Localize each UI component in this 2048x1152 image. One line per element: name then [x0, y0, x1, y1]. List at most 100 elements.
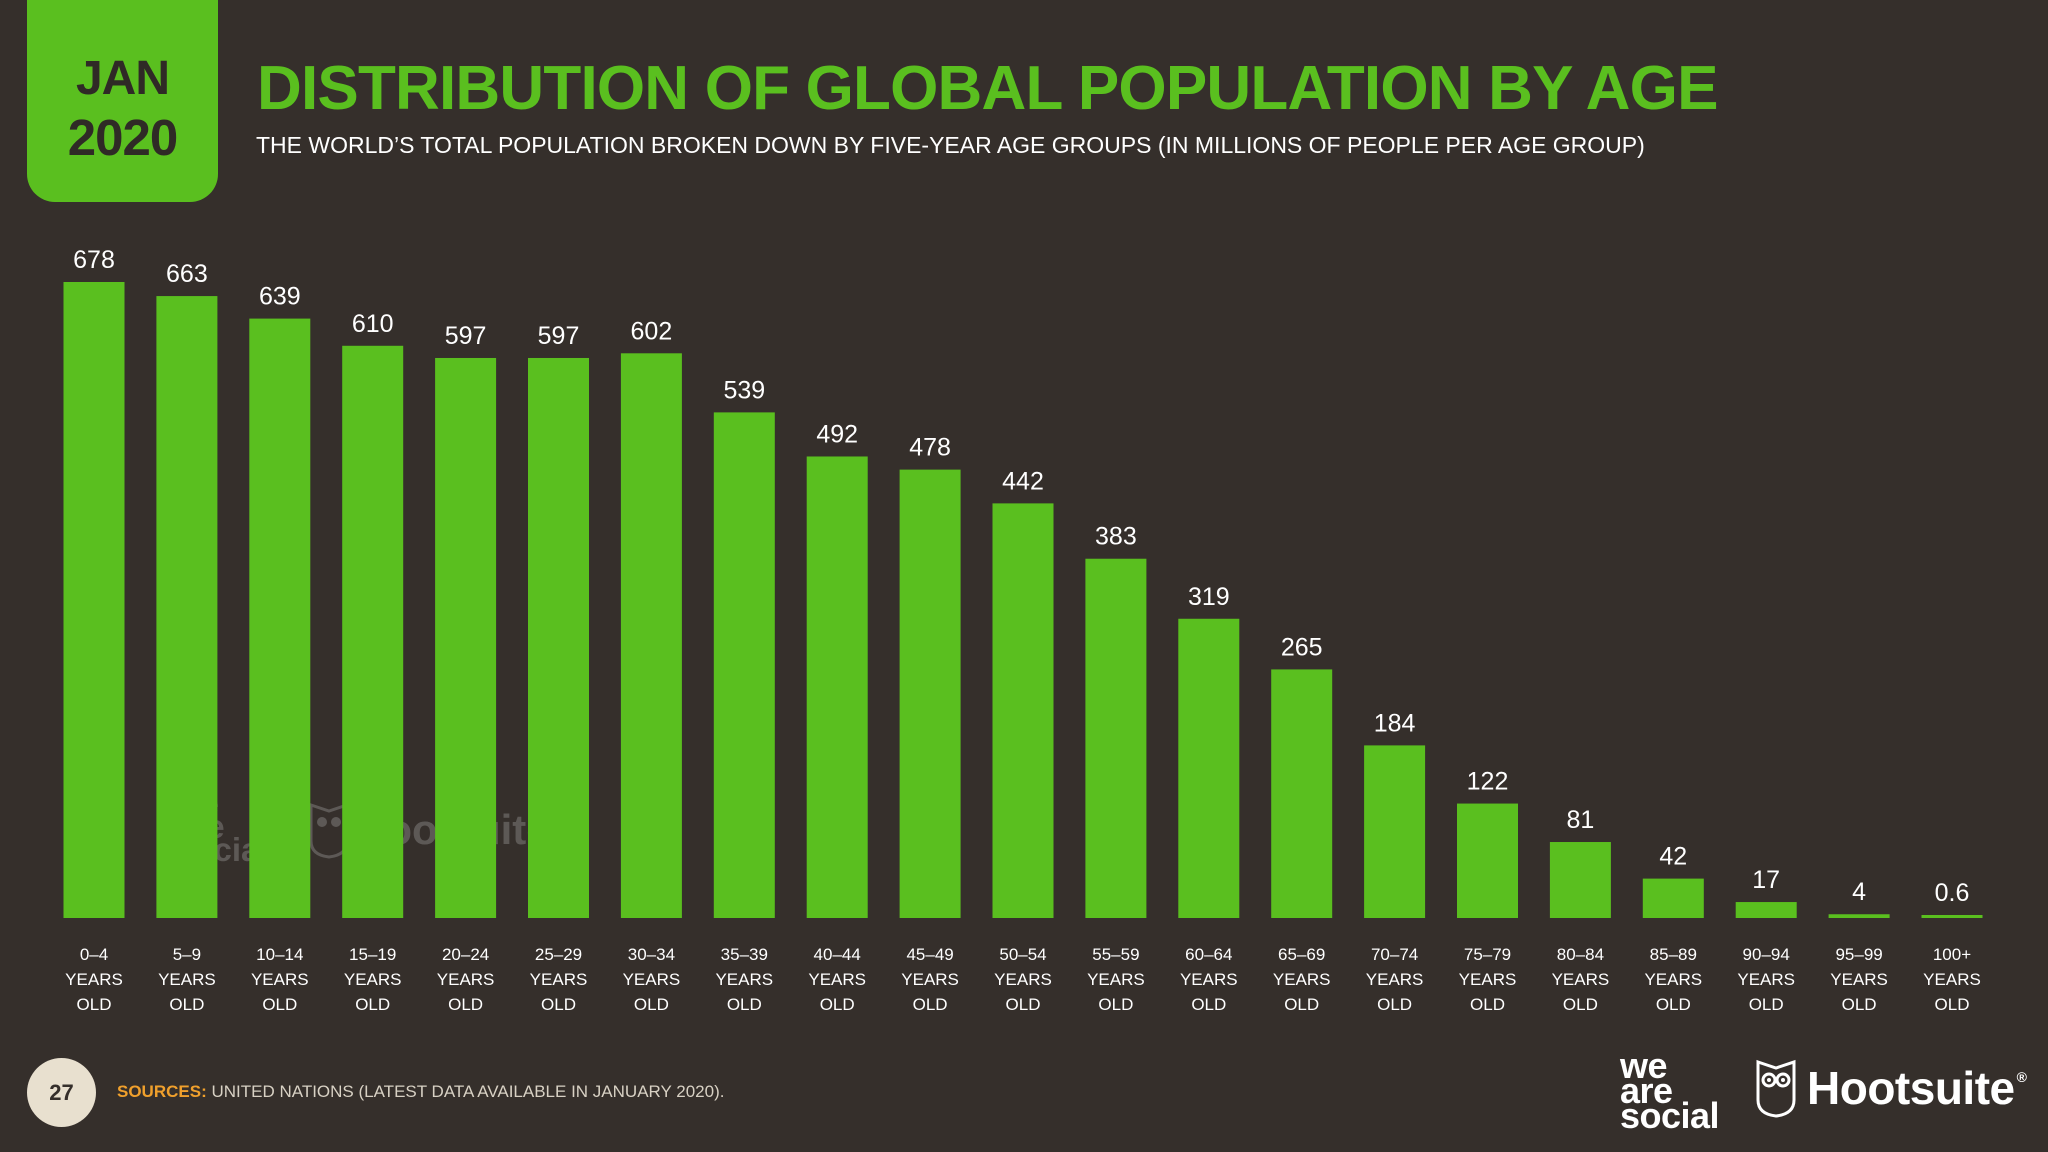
x-tick-label: YEARS — [994, 970, 1052, 989]
x-tick-label: 20–24 — [442, 945, 489, 964]
x-tick-label: YEARS — [1366, 970, 1424, 989]
x-tick-label: 100+ — [1933, 945, 1971, 964]
bar — [1549, 842, 1611, 918]
bar-value-label: 184 — [1374, 709, 1416, 737]
x-tick-label: 10–14 — [256, 945, 303, 964]
x-tick-label: 80–84 — [1557, 945, 1604, 964]
x-tick-label: 95–99 — [1835, 945, 1882, 964]
bar — [1364, 745, 1426, 918]
sources-text: UNITED NATIONS (LATEST DATA AVAILABLE IN… — [211, 1082, 725, 1101]
bar-value-label: 4 — [1852, 878, 1866, 906]
bar — [435, 357, 497, 918]
bar — [1642, 878, 1704, 918]
x-tick-label: YEARS — [1459, 970, 1517, 989]
sources-note: SOURCES: UNITED NATIONS (LATEST DATA AVA… — [117, 1081, 724, 1103]
x-tick-label: 65–69 — [1278, 945, 1325, 964]
bar-value-label: 597 — [538, 322, 580, 350]
x-tick-label: YEARS — [158, 970, 216, 989]
x-tick-label: 55–59 — [1092, 945, 1139, 964]
x-tick-label: 90–94 — [1743, 945, 1790, 964]
bar — [992, 503, 1054, 918]
bar-value-label: 602 — [631, 317, 673, 345]
x-tick-label: OLD — [541, 995, 576, 1014]
owl-icon — [1756, 1059, 1796, 1118]
x-tick-label: 40–44 — [814, 945, 861, 964]
bar — [249, 318, 311, 918]
x-tick-label: OLD — [448, 995, 483, 1014]
x-tick-label: OLD — [1191, 995, 1226, 1014]
x-tick-label: 25–29 — [535, 945, 582, 964]
hootsuite-logo-text: Hootsuite — [1807, 1062, 2015, 1114]
x-tick-label: OLD — [1935, 995, 1970, 1014]
x-tick-label: OLD — [169, 995, 204, 1014]
x-tick-label: 30–34 — [628, 945, 675, 964]
x-tick-label: YEARS — [1644, 970, 1702, 989]
x-tick-label: OLD — [913, 995, 948, 1014]
x-tick-label: 5–9 — [173, 945, 201, 964]
bar-value-label: 663 — [166, 260, 208, 288]
bar-value-label: 539 — [723, 376, 765, 404]
x-tick-label: YEARS — [1830, 970, 1888, 989]
x-tick-label: YEARS — [808, 970, 866, 989]
x-tick-label: YEARS — [437, 970, 495, 989]
x-tick-label: OLD — [1284, 995, 1319, 1014]
bar — [1735, 902, 1797, 918]
x-tick-label: YEARS — [344, 970, 402, 989]
x-tick-label: OLD — [77, 995, 112, 1014]
x-tick-label: OLD — [1470, 995, 1505, 1014]
x-tick-label: OLD — [355, 995, 390, 1014]
bar-value-label: 122 — [1467, 768, 1509, 796]
bar-value-label: 442 — [1002, 467, 1044, 495]
bar-value-label: 265 — [1281, 633, 1323, 661]
registered-mark: ® — [2016, 1069, 2027, 1085]
x-tick-label: OLD — [1842, 995, 1877, 1014]
bar — [806, 456, 868, 918]
bar-value-label: 0.6 — [1935, 879, 1970, 907]
bar — [899, 469, 961, 918]
bar-value-label: 678 — [73, 246, 115, 274]
bar — [528, 357, 589, 918]
x-tick-label: 50–54 — [999, 945, 1046, 964]
x-tick-label: YEARS — [1737, 970, 1795, 989]
x-tick-label: YEARS — [1273, 970, 1331, 989]
bar — [1178, 618, 1240, 918]
badge-month: JAN — [75, 52, 170, 105]
hootsuite-logo: Hootsuite ® — [1755, 1058, 2027, 1118]
sources-label: SOURCES: — [117, 1082, 207, 1101]
bar-value-label: 319 — [1188, 583, 1230, 611]
x-tick-label: OLD — [634, 995, 669, 1014]
x-tick-label: 70–74 — [1371, 945, 1418, 964]
x-tick-label: OLD — [1656, 995, 1691, 1014]
bar — [713, 412, 775, 918]
x-tick-label: 0–4 — [80, 945, 108, 964]
chart-subtitle: THE WORLD’S TOTAL POPULATION BROKEN DOWN… — [256, 132, 1645, 158]
x-tick-label: OLD — [1377, 995, 1412, 1014]
we-are-social-logo: we are social — [1620, 1045, 1720, 1136]
bar — [1271, 669, 1333, 918]
x-tick-label: YEARS — [251, 970, 309, 989]
bar — [63, 282, 125, 918]
x-tick-label: 75–79 — [1464, 945, 1511, 964]
bar — [1457, 803, 1518, 918]
x-tick-label: OLD — [1563, 995, 1598, 1014]
x-tick-label: YEARS — [1923, 970, 1981, 989]
x-tick-label: 15–19 — [349, 945, 396, 964]
bar-value-label: 17 — [1752, 866, 1780, 894]
bar — [1828, 914, 1890, 918]
x-tick-label: YEARS — [530, 970, 588, 989]
bar-value-label: 42 — [1659, 843, 1687, 871]
x-tick-label: YEARS — [1087, 970, 1145, 989]
date-badge: JAN 2020 — [27, 0, 218, 202]
x-tick-label: OLD — [262, 995, 297, 1014]
x-tick-label: 60–64 — [1185, 945, 1232, 964]
bar-value-label: 610 — [352, 310, 394, 338]
x-tick-label: 45–49 — [906, 945, 953, 964]
bar — [1921, 915, 1983, 918]
x-tick-label: OLD — [1006, 995, 1041, 1014]
x-tick-label: 35–39 — [721, 945, 768, 964]
x-tick-label: OLD — [820, 995, 855, 1014]
bar-value-label: 383 — [1095, 523, 1137, 551]
x-tick-label: YEARS — [1552, 970, 1610, 989]
bar-value-label: 639 — [259, 283, 301, 311]
